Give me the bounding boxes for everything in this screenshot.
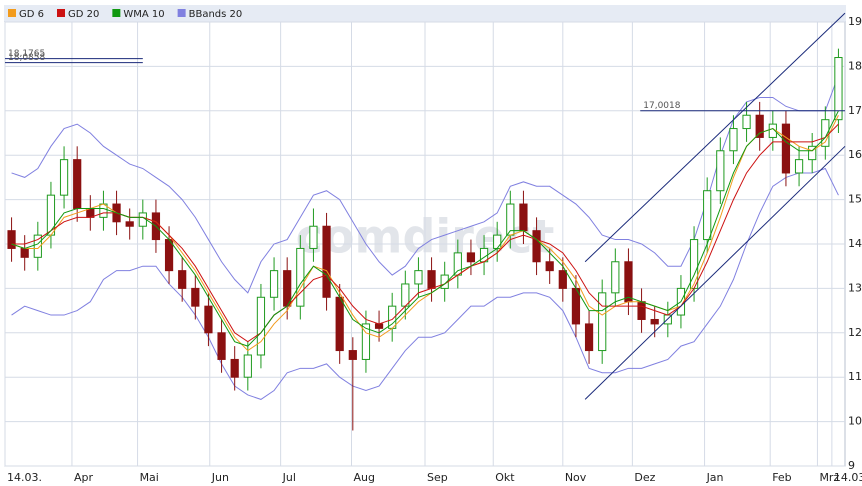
candle-body [256,296,266,356]
level-label: 17,0018 [643,101,680,111]
candle-body [230,358,239,378]
trend-line [584,145,846,400]
x-tick-label: Jun [211,471,229,484]
candle-body [558,270,567,289]
candle-body [716,150,725,192]
legend-swatch [8,9,16,17]
candle-body [755,114,764,138]
legend-swatch [112,9,121,17]
candle-body [624,261,633,303]
candle-body [361,323,371,360]
candle-body [545,261,554,272]
band-lower [11,167,839,400]
y-tick-label: 15 [848,193,862,206]
x-tick-label: Mrz [819,471,839,484]
candle-body [204,305,213,334]
x-tick-label: Jan [706,471,724,484]
average-line [11,110,839,347]
y-tick-label: 14 [848,237,862,250]
x-tick-label: Nov [565,471,587,484]
x-tick-label: Apr [74,471,94,484]
x-tick-label: 14.03. [7,471,42,484]
candle-body [453,252,462,276]
x-tick-label: Okt [495,471,515,484]
candle-body [584,323,594,352]
y-tick-label: 17 [848,104,862,117]
candle-body [73,159,82,209]
legend-label: BBands 20 [189,9,243,20]
candle-body [427,270,436,289]
candle-body [794,159,804,174]
candle-body [834,57,843,121]
candle-body [335,296,344,352]
candle-body [821,119,830,147]
candle-body [164,239,174,272]
x-tick-label: Sep [427,471,448,484]
y-tick-label: 16 [848,148,862,161]
x-tick-label: Jul [282,471,296,484]
candle-body [466,252,476,263]
candle-body [217,332,226,360]
candle-body [611,261,620,294]
candle-body [283,270,292,307]
candle-body [650,318,659,325]
candle-body [598,292,607,352]
legend-bar [4,5,846,22]
level-label: 18,0858 [8,53,45,63]
candle-body [493,234,502,249]
candle-body [703,190,712,241]
y-tick-label: 12 [848,326,862,339]
candle-body [729,128,738,152]
y-tick-label: 18 [848,59,862,72]
y-tick-label: 11 [848,370,862,383]
candle-body [309,225,318,249]
candle-body [637,301,646,320]
y-tick-label: 9 [848,459,855,472]
candle-body [191,287,200,307]
legend-swatch [57,9,65,17]
candle-body [296,247,305,307]
x-tick-label: 14.03. [834,471,862,484]
candle-body [781,123,791,174]
x-tick-label: Dez [634,471,655,484]
x-tick-label: Mai [140,471,159,484]
candle-body [414,270,423,285]
candle-body [374,323,384,329]
band-upper [11,75,839,294]
x-tick-label: Aug [354,471,375,484]
candle-body [59,159,69,196]
x-tick-label: Feb [772,471,791,484]
candle-body [269,270,279,298]
legend-label: GD 6 [19,9,44,20]
candle-body [20,247,29,258]
candle-body [519,203,528,232]
candle-body [532,230,541,263]
candle-body [33,234,42,258]
candle-body [348,350,357,360]
candle-body [742,114,751,130]
candle-body [178,270,187,289]
legend-swatch [177,9,186,17]
candle-body [322,225,331,298]
candle-body [571,287,581,325]
candle-body [401,283,410,307]
candle-body [243,354,252,378]
legend-label: WMA 10 [123,9,164,20]
y-tick-label: 19 [848,15,862,28]
level-label: 18,1765 [8,49,45,59]
candle-body [808,145,817,161]
average-line [11,123,839,343]
y-tick-label: 10 [848,415,862,428]
candle-body [7,230,16,249]
y-tick-label: 13 [848,281,862,294]
legend-label: GD 20 [68,9,99,20]
candle-body [125,221,134,227]
trend-line [584,12,846,263]
